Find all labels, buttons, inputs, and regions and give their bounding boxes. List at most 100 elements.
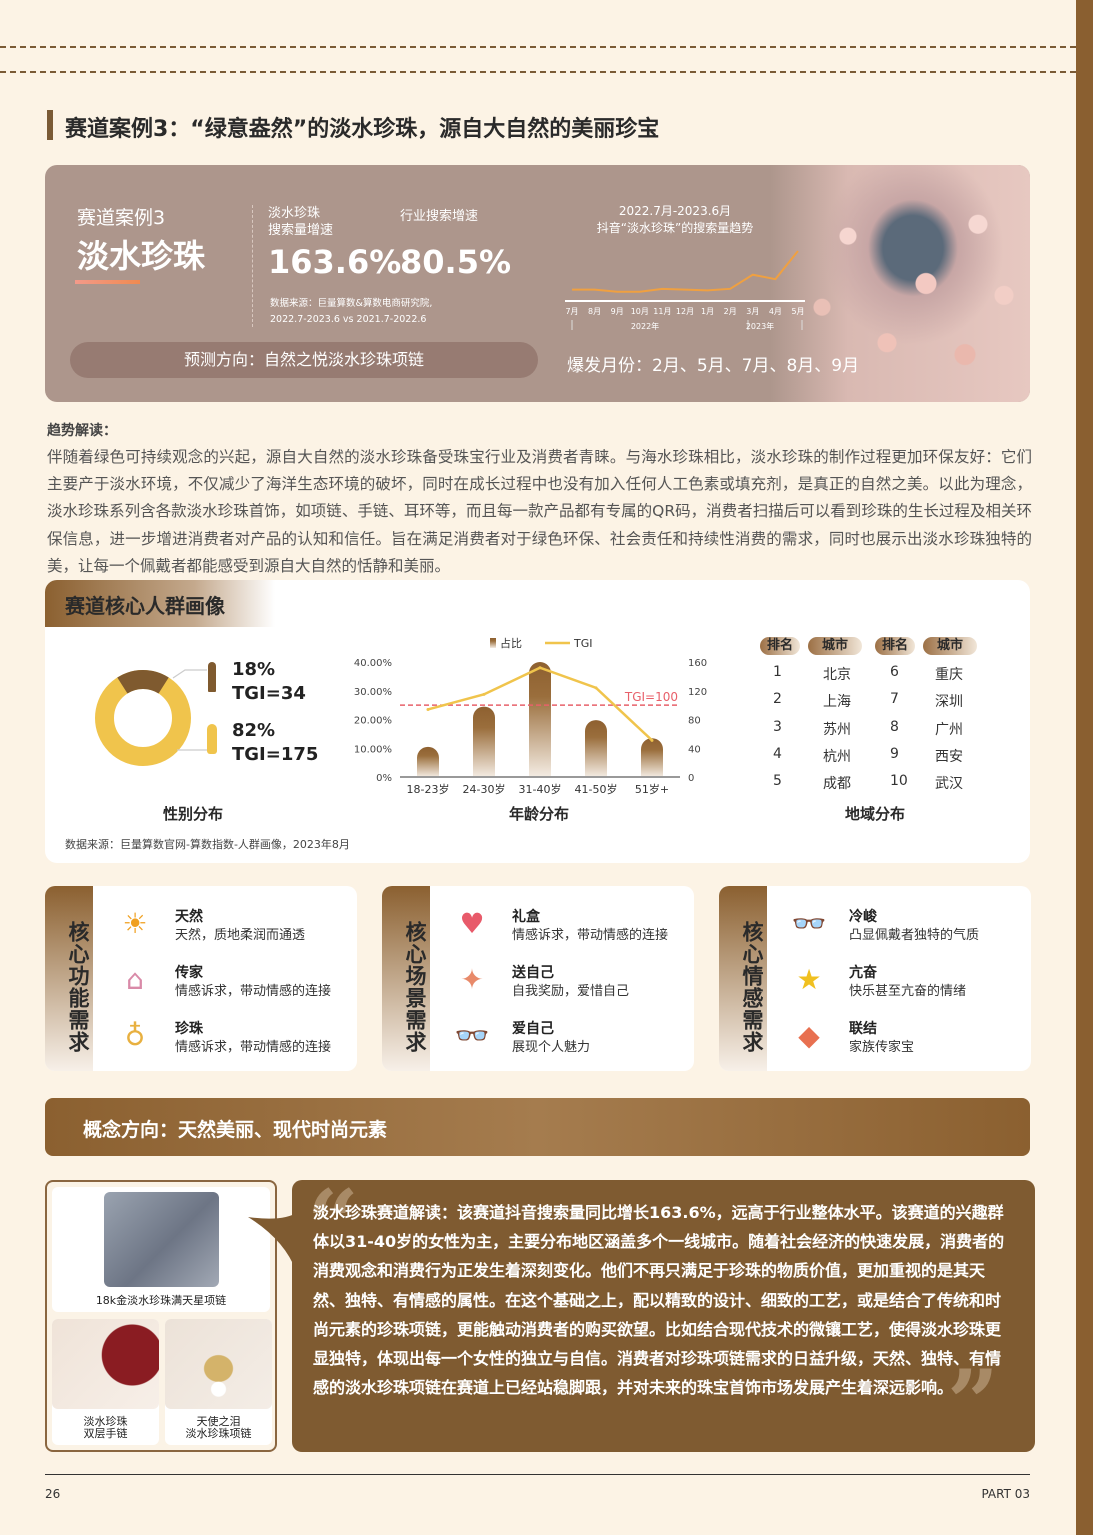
- case-label: 赛道案例3: [77, 207, 166, 229]
- need-name: 亢奋: [849, 965, 877, 981]
- product-card: 天使之泪 淡水珍珠项链: [165, 1319, 272, 1445]
- page-number: 26: [45, 1487, 61, 1501]
- open-quote-icon: “: [307, 1170, 359, 1276]
- trend-title-1: 2022.7月-2023.6月: [618, 204, 732, 218]
- glasses-icon: 👓: [454, 1019, 490, 1052]
- need-desc: 情感诉求，带动情感的连接: [175, 1040, 332, 1055]
- month-label: 3月: [746, 307, 759, 316]
- forecast-pill: 预测方向：自然之悦淡水珍珠项链: [70, 342, 538, 378]
- x-tick: 24-30岁: [463, 782, 506, 796]
- col-header: 城市: [923, 637, 977, 655]
- female-pct: 82%: [232, 720, 276, 741]
- need-name: 冷峻: [849, 909, 877, 925]
- donut-male-slice: [117, 670, 169, 694]
- concept-banner: 概念方向：天然美丽、现代时尚元素: [45, 1098, 1030, 1156]
- age-bar: [585, 720, 607, 777]
- need-desc: 家族传家宝: [849, 1040, 915, 1055]
- metric2-label: 行业搜索增速: [400, 209, 479, 224]
- need-desc: 展现个人魅力: [512, 1040, 591, 1055]
- caption-line: 淡水珍珠项链: [185, 1427, 252, 1440]
- need-desc: 天然，质地柔润而通透: [175, 928, 306, 943]
- tgi-point: [594, 686, 598, 690]
- y-right-tick: 0: [688, 773, 694, 784]
- product-caption: 淡水珍珠 双层手链: [52, 1416, 159, 1440]
- metric1-value: 163.6%: [268, 243, 402, 281]
- pendant-icon: ♁: [124, 1019, 146, 1052]
- city-cell: 上海: [823, 694, 851, 711]
- page-title: 赛道案例3：“绿意盎然”的淡水珍珠，源自大自然的美丽珍宝: [65, 117, 660, 142]
- need-desc: 快乐甚至亢奋的情绪: [849, 984, 967, 999]
- tgi-point: [650, 738, 654, 742]
- rank-cell: 5: [773, 773, 782, 790]
- need-item: ⌂ 传家 情感诉求，带动情感的连接: [117, 962, 352, 1002]
- analysis-box: “ ” 淡水珍珠赛道解读：该赛道抖音搜索量同比增长163.6%，远高于行业整体水…: [292, 1170, 1035, 1456]
- male-tgi: TGI=34: [232, 683, 306, 704]
- rank-cell: 1: [773, 664, 782, 680]
- y-left-tick: 40.00%: [354, 658, 392, 669]
- female-icon: [207, 724, 217, 754]
- analysis-text: 淡水珍珠赛道解读：该赛道抖音搜索量同比增长163.6%，远高于行业整体水平。该赛…: [313, 1203, 1005, 1398]
- title-accent: [47, 110, 53, 140]
- city-cell: 苏州: [823, 721, 851, 738]
- city-cell: 西安: [935, 748, 963, 765]
- year-label: 2022年: [631, 321, 659, 331]
- rank-cell: 10: [890, 773, 908, 790]
- need-name: 传家: [175, 965, 203, 981]
- col-header: 排名: [875, 637, 915, 655]
- pendant-image: [165, 1319, 272, 1409]
- glasses-icon: 👓: [791, 907, 827, 940]
- month-label: 12月: [676, 307, 694, 316]
- caption-line: 双层手链: [83, 1427, 128, 1440]
- month-label: 4月: [769, 307, 782, 316]
- house-icon: ⌂: [126, 963, 144, 996]
- persona-card: 赛道核心人群画像 18% TGI=34 82% TGI=175 性别分布 0% 10.…: [45, 580, 1030, 863]
- legend-line-label: TGI: [573, 637, 593, 650]
- rank-cell: 3: [773, 718, 782, 735]
- month-label: 1月: [701, 307, 714, 316]
- legend-bar-swatch: [490, 638, 496, 648]
- month-label: 2月: [724, 307, 737, 316]
- needs-card: 核心场景需求 ♥ 礼盒 情感诉求，带动情感的连接 ✦ 送自己 自我奖励，爱惜自己…: [382, 886, 694, 1071]
- col-header: 排名: [760, 637, 800, 655]
- need-desc: 情感诉求，带动情感的连接: [512, 928, 669, 943]
- caption-line: 天使之泪: [196, 1415, 241, 1428]
- city-cell: 武汉: [935, 776, 963, 793]
- y-right-tick: 120: [688, 687, 707, 698]
- city-cell: 杭州: [823, 748, 851, 765]
- need-name: 礼盒: [512, 909, 540, 925]
- necklace-image: [104, 1192, 219, 1287]
- rank-cell: 2: [773, 691, 782, 708]
- city-cell: 重庆: [935, 667, 963, 683]
- y-left-tick: 30.00%: [354, 687, 392, 698]
- product-card: 淡水珍珠 双层手链: [52, 1319, 159, 1445]
- gender-label: 性别分布: [163, 805, 224, 823]
- month-label: 11月: [653, 307, 671, 316]
- need-item: ✦ 送自己 自我奖励，爱惜自己: [454, 962, 689, 1002]
- product-caption: 18k金淡水珍珠满天星项链: [95, 1294, 227, 1307]
- city-cell: 北京: [823, 667, 851, 683]
- age-bar: [529, 662, 551, 777]
- needs-card: 核心情感需求 👓 冷峻 凸显佩戴者独特的气质 ★ 亢奋 快乐甚至亢奋的情绪 ◆ …: [719, 886, 1031, 1071]
- region-label: 地域分布: [845, 805, 906, 823]
- close-quote-icon: ”: [947, 1350, 999, 1456]
- products-box: 18k金淡水珍珠满天星项链 淡水珍珠 双层手链 天使之泪 淡水珍珠项链: [45, 1180, 277, 1452]
- y-right-tick: 80: [688, 716, 701, 727]
- city-cell: 成都: [823, 776, 851, 793]
- hearts-icon: ♥: [459, 907, 485, 940]
- source-line: 数据来源：巨量算数&算数电商研究院,: [270, 298, 433, 309]
- persona-source: 数据来源：巨量算数官网-算数指数-人群画像，2023年8月: [65, 838, 350, 851]
- trend-title: 2022.7月-2023.6月 抖音“淡水珍珠”的搜索量趋势: [565, 203, 785, 237]
- need-desc: 自我奖励，爱惜自己: [512, 984, 630, 999]
- y-right-tick: 160: [688, 658, 707, 669]
- need-item: ☀ 天然 天然，质地柔润而通透: [117, 906, 352, 946]
- dashed-divider: [0, 71, 1076, 73]
- gender-donut: [95, 669, 207, 766]
- need-name: 送自己: [512, 965, 554, 981]
- x-tick: 18-23岁: [407, 782, 450, 796]
- metric1-label-2: 搜索量增速: [268, 223, 334, 238]
- tgi-point: [426, 707, 430, 711]
- donut-female-slice: [95, 670, 191, 766]
- treasure-icon: ◆: [798, 1019, 820, 1052]
- persona-title: 赛道核心人群画像: [45, 580, 275, 627]
- male-icon: [208, 662, 216, 692]
